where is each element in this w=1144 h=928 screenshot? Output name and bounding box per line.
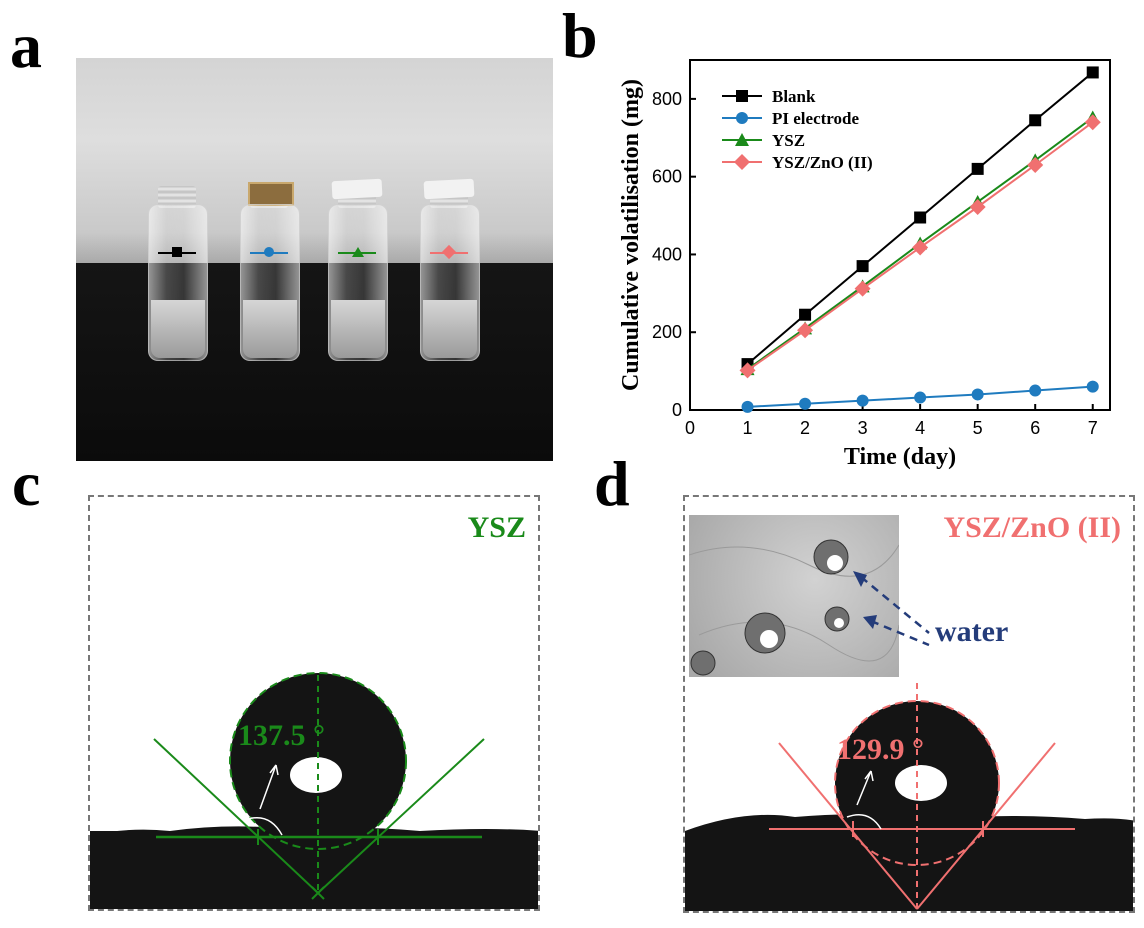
panel-d-title: YSZ/ZnO (II) — [943, 511, 1121, 544]
data-point — [799, 308, 812, 321]
water-arrow-1 — [860, 576, 930, 634]
contact-angle-panel-ysz: YSZ 137.5 ° — [88, 495, 540, 911]
panel-label-b: b — [562, 0, 598, 71]
panel-label-c: c — [12, 448, 41, 519]
data-point — [912, 239, 929, 256]
x-tick-label: 4 — [915, 418, 925, 438]
panel-label-a: a — [10, 10, 42, 81]
data-point — [856, 394, 869, 407]
data-point — [741, 400, 754, 413]
plot-frame — [689, 59, 1111, 411]
legend-label: YSZ/ZnO (II) — [772, 153, 873, 172]
data-point — [854, 280, 871, 297]
x-tick-label: 6 — [1030, 418, 1040, 438]
data-point — [1029, 114, 1042, 127]
x-axis-label: Time (day) — [844, 444, 956, 470]
contact-angle-value: 137.5 ° — [238, 719, 325, 752]
legend-marker — [736, 112, 748, 124]
x-tick-label: 2 — [800, 418, 810, 438]
y-tick-label: 0 — [672, 400, 682, 420]
y-axis-label: Cumulative volatilisation (mg) — [618, 79, 644, 391]
droplet-drawing — [90, 672, 538, 909]
y-tick-label: 800 — [652, 89, 682, 109]
x-tick-label: 0 — [685, 418, 695, 438]
data-point — [1084, 114, 1101, 131]
ysz-zno-cover — [423, 178, 475, 200]
water-drop — [690, 650, 716, 676]
data-point — [799, 397, 812, 410]
contact-angle-value-d: 129.9 ° — [837, 733, 924, 766]
legend-label: YSZ — [772, 131, 805, 150]
x-tick-label: 3 — [858, 418, 868, 438]
contact-angle-panel-ysz-zno: YSZ/ZnO (II) water 129.9 ° — [683, 495, 1135, 913]
droplet-reflection — [290, 757, 342, 793]
data-point — [1086, 380, 1099, 393]
y-tick-label: 400 — [652, 244, 682, 264]
data-point — [914, 211, 927, 224]
vial-marker-square-icon — [158, 247, 196, 257]
vial-marker-diamond-icon — [430, 244, 468, 260]
water-label: water — [935, 615, 1009, 648]
panel-label-d: d — [594, 448, 630, 519]
data-point — [969, 199, 986, 215]
vial-marker-triangle-icon — [338, 247, 376, 257]
tangent-left-d — [778, 742, 918, 910]
droplet-reflection-d — [895, 765, 947, 801]
y-tick-label: 200 — [652, 322, 682, 342]
legend-marker — [734, 154, 750, 170]
volatilisation-chart: 0 1 2 3 4 5 6 7 0 200 400 600 800 Time (day) Cumulativ… — [618, 59, 1111, 470]
x-tick-label: 5 — [973, 418, 983, 438]
data-point — [856, 260, 869, 273]
legend-marker — [736, 90, 748, 102]
water-arrow-2 — [870, 619, 930, 647]
y-tick-label: 600 — [652, 167, 682, 187]
data-point — [1027, 157, 1044, 173]
tangent-right-d — [916, 742, 1056, 910]
pi-electrode-cover — [248, 182, 294, 206]
data-point — [739, 362, 756, 379]
data-point — [1029, 384, 1042, 397]
panel-c-title: YSZ — [467, 511, 526, 544]
water-droplets-inset — [688, 515, 900, 677]
ysz-cover — [331, 178, 383, 200]
tangent-left — [153, 738, 319, 894]
vials-photo — [76, 58, 553, 461]
vial-marker-circle-icon — [250, 247, 288, 257]
legend-label: PI electrode — [772, 109, 859, 128]
droplet-drawing-d — [685, 571, 1133, 911]
legend-marker — [735, 133, 749, 146]
data-point — [797, 322, 814, 339]
data-point — [971, 162, 984, 175]
data-point — [1086, 66, 1099, 79]
x-tick-label: 7 — [1088, 418, 1098, 438]
data-point — [971, 388, 984, 401]
tangent-right — [317, 738, 485, 894]
legend-label: Blank — [772, 87, 816, 106]
data-point — [914, 391, 927, 404]
x-tick-label: 1 — [743, 418, 753, 438]
